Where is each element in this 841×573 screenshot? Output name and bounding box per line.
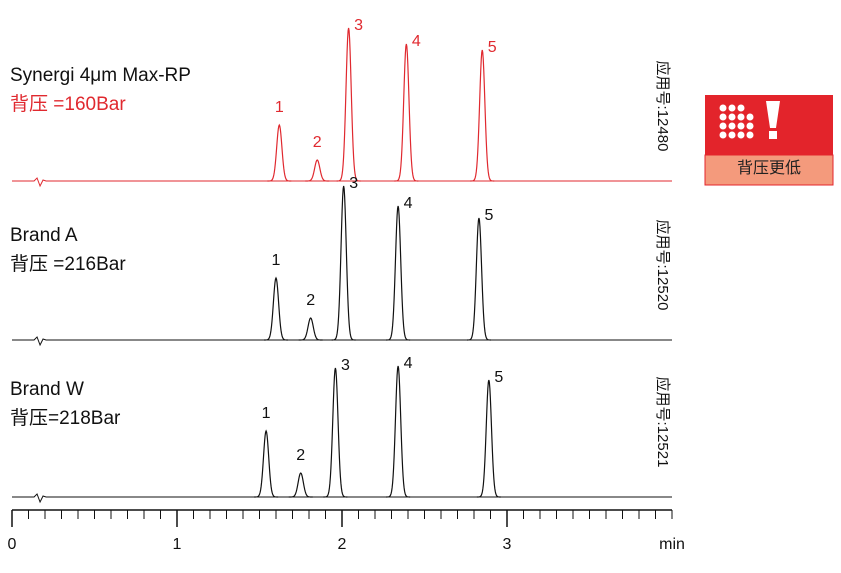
peak xyxy=(336,27,361,182)
application-number: 应用号:12520 xyxy=(654,220,672,311)
x-tick-label: 3 xyxy=(503,536,512,553)
badge: 背压更低 xyxy=(704,95,834,186)
series-pressure: 背压 =160Bar xyxy=(10,93,126,115)
series-name: Synergi 4μm Max-RP xyxy=(10,65,191,86)
peak xyxy=(323,367,348,498)
peak xyxy=(470,49,495,182)
peak-label: 2 xyxy=(306,292,315,309)
peak-label: 2 xyxy=(313,134,322,151)
series-pressure: 背压=218Bar xyxy=(10,407,121,429)
peak-label: 1 xyxy=(272,252,281,269)
peak-label: 3 xyxy=(354,17,363,34)
baseline xyxy=(12,336,672,347)
application-number: 应用号:12480 xyxy=(654,61,672,152)
peak-label: 3 xyxy=(349,175,358,192)
peak xyxy=(264,276,288,341)
series-pressure: 背压 =216Bar xyxy=(10,253,126,275)
peak-label: 5 xyxy=(484,207,493,224)
x-tick-label: 2 xyxy=(338,536,347,553)
peak-label: 2 xyxy=(296,447,305,464)
x-tick-label: 0 xyxy=(8,536,17,553)
trace: 1 2 3 4 5 Synergi 4μm Max-RP 背压 =160Bar 应用号:124… xyxy=(10,17,672,188)
badge-bottom xyxy=(704,154,834,186)
peak xyxy=(394,43,419,182)
peak xyxy=(288,472,313,498)
peak-label: 4 xyxy=(404,355,413,372)
peak xyxy=(466,217,491,341)
trace: 1 2 3 4 5 Brand A 背压 =216Bar 应用号:12520 xyxy=(10,175,672,347)
peak-label: 5 xyxy=(488,39,497,56)
trace: 1 2 3 4 5 Brand W 背压=218Bar 应用号:12521 xyxy=(10,355,672,504)
x-tick-label: 1 xyxy=(173,536,182,553)
peak xyxy=(267,123,292,182)
peak-label: 3 xyxy=(341,357,350,374)
badge-label: 背压更低 xyxy=(737,159,801,177)
peak-label: 4 xyxy=(404,195,413,212)
x-axis-label: min xyxy=(659,536,685,553)
peak xyxy=(386,365,411,498)
peak-label: 5 xyxy=(494,369,503,386)
peak-label: 4 xyxy=(412,33,421,50)
series-name: Brand W xyxy=(10,379,84,400)
peak-label: 1 xyxy=(262,405,271,422)
series-name: Brand A xyxy=(10,225,78,246)
peak xyxy=(386,205,411,341)
peak xyxy=(298,317,323,341)
baseline xyxy=(12,493,672,504)
baseline xyxy=(12,177,672,188)
peak xyxy=(476,379,501,498)
peak-label: 1 xyxy=(275,99,284,116)
badge-icon xyxy=(719,101,780,139)
peak xyxy=(254,429,279,498)
peak xyxy=(305,159,330,182)
peak xyxy=(331,185,356,341)
application-number: 应用号:12521 xyxy=(654,377,672,468)
